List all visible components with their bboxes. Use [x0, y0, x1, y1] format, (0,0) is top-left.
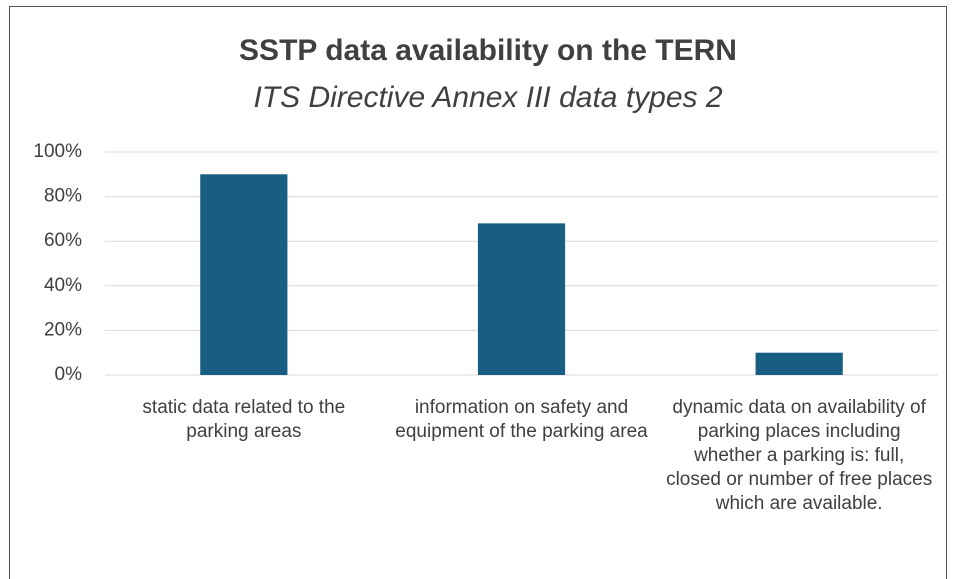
y-tick-label: 40% — [44, 275, 82, 296]
y-tick-label: 80% — [44, 186, 82, 207]
bar — [755, 352, 843, 375]
chart-subtitle: ITS Directive Annex III data types 2 — [253, 81, 722, 114]
y-tick-label: 60% — [44, 230, 82, 251]
x-tick-label: static data related to the parking areas — [142, 397, 346, 442]
y-tick-label: 0% — [55, 364, 83, 385]
y-tick-label: 20% — [44, 319, 82, 340]
bar — [477, 223, 566, 375]
x-tick-label: information on safety and equipment of t… — [395, 397, 648, 442]
chart-frame — [9, 6, 947, 579]
y-tick-label: 100% — [33, 141, 82, 162]
bar — [200, 174, 288, 375]
chart-title: SSTP data availability on the TERN — [239, 34, 737, 67]
x-tick-label: dynamic data on availability of parking … — [666, 397, 933, 514]
